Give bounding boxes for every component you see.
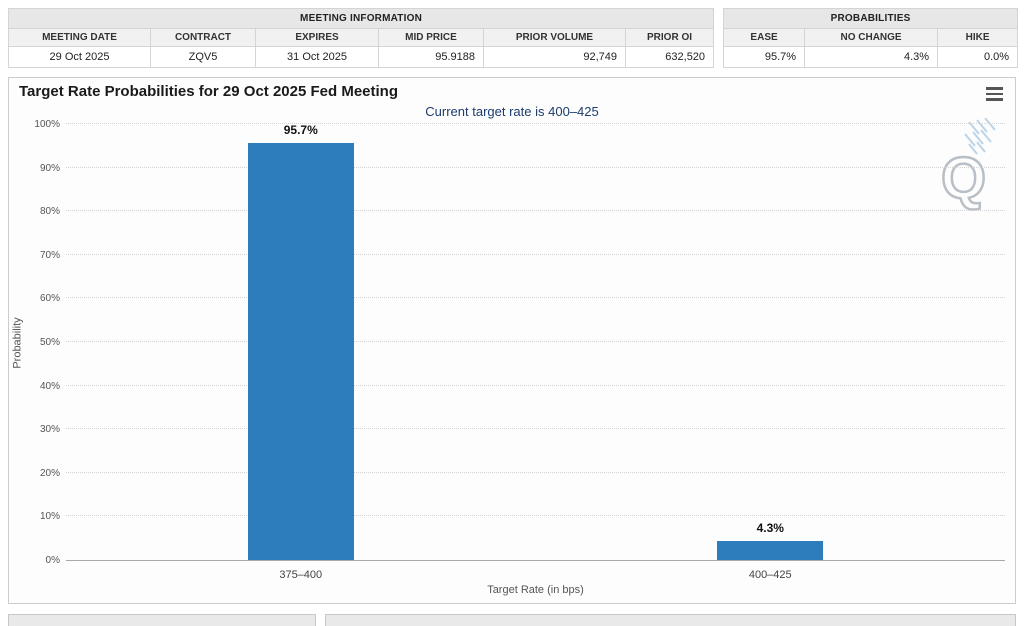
col-header-meeting-date: MEETING DATE bbox=[8, 28, 151, 47]
bar-value-label: 4.3% bbox=[756, 521, 784, 536]
col-header-no-change: NO CHANGE bbox=[804, 28, 939, 47]
gridline bbox=[66, 471, 1005, 473]
y-axis-tick-label: 70% bbox=[39, 249, 60, 261]
probabilities-title: PROBABILITIES bbox=[723, 8, 1019, 29]
svg-text:Q: Q bbox=[941, 146, 986, 211]
meeting-info-table: MEETING INFORMATION MEETING DATE CONTRAC… bbox=[7, 8, 715, 68]
y-axis-tick-label: 100% bbox=[34, 119, 60, 130]
y-axis-tick-label: 60% bbox=[39, 293, 60, 305]
col-header-prior-oi: PRIOR OI bbox=[624, 28, 715, 47]
category-slot: 4.3% 400–425 bbox=[536, 124, 1006, 581]
x-axis-tick-label: 400–425 bbox=[748, 569, 792, 581]
gridline bbox=[66, 515, 1005, 517]
gridline bbox=[66, 428, 1005, 430]
meeting-info-title: MEETING INFORMATION bbox=[7, 8, 715, 29]
probability-bar-400–425[interactable] bbox=[717, 541, 824, 560]
y-axis-tick-label: 20% bbox=[39, 467, 60, 479]
col-header-mid-price: MID PRICE bbox=[378, 28, 484, 47]
quikstrike-logo-watermark: Q bbox=[935, 117, 999, 219]
y-axis-tick-label: 40% bbox=[39, 380, 60, 392]
cell-ease: 95.7% bbox=[723, 46, 806, 68]
col-header-ease: EASE bbox=[723, 28, 806, 47]
probabilities-table: PROBABILITIES EASE NO CHANGE HIKE 95.7% … bbox=[723, 8, 1019, 68]
cell-hike: 0.0% bbox=[937, 46, 1019, 68]
cell-prior-volume: 92,749 bbox=[483, 46, 626, 68]
plot-area: 0% 10% 20% 30% 40% 50% 60% 70% 80% 90% 100% 95.7% 37… bbox=[34, 119, 1006, 581]
chart-context-menu-icon[interactable] bbox=[986, 87, 1003, 104]
y-axis-tick-label: 50% bbox=[39, 337, 60, 348]
x-axis-title: Target Rate (in bps) bbox=[487, 584, 584, 596]
meeting-info-row: 29 Oct 2025 ZQV5 31 Oct 2025 95.9188 92,… bbox=[8, 46, 715, 68]
bar-value-label: 95.7% bbox=[283, 122, 318, 137]
y-axis-tick-label: 10% bbox=[39, 511, 60, 523]
gridline bbox=[66, 297, 1005, 299]
gridline bbox=[66, 341, 1005, 342]
cell-prior-oi: 632,520 bbox=[624, 46, 715, 68]
bottom-left-panel-header bbox=[8, 614, 316, 626]
chart-title: Target Rate Probabilities for 29 Oct 202… bbox=[19, 83, 398, 100]
summary-tables: MEETING INFORMATION MEETING DATE CONTRAC… bbox=[7, 8, 1019, 68]
gridline bbox=[66, 253, 1005, 255]
y-axis-tick-label: 90% bbox=[39, 162, 60, 174]
cell-contract: ZQV5 bbox=[150, 46, 256, 68]
probabilities-row: 95.7% 4.3% 0.0% bbox=[723, 46, 1019, 68]
chart-subtitle: Current target rate is 400–425 bbox=[425, 104, 599, 119]
gridline bbox=[66, 123, 1005, 124]
col-header-prior-volume: PRIOR VOLUME bbox=[483, 28, 626, 47]
gridline bbox=[66, 166, 1005, 168]
y-axis-tick-label: 30% bbox=[39, 424, 60, 436]
category-slot: 95.7% 375–400 bbox=[66, 122, 536, 581]
cell-no-change: 4.3% bbox=[804, 46, 939, 68]
col-header-hike: HIKE bbox=[937, 28, 1019, 47]
x-axis-tick-label: 375–400 bbox=[279, 569, 323, 581]
cell-expires: 31 Oct 2025 bbox=[255, 46, 379, 68]
y-axis-tick-label: 0% bbox=[45, 555, 60, 566]
col-header-expires: EXPIRES bbox=[255, 28, 379, 47]
cell-mid-price: 95.9188 bbox=[378, 46, 484, 68]
bottom-right-panel-header bbox=[325, 614, 1016, 626]
gridline bbox=[66, 384, 1005, 386]
gridline bbox=[66, 210, 1005, 212]
cell-meeting-date: 29 Oct 2025 bbox=[8, 46, 151, 68]
probability-bar-375–400[interactable] bbox=[247, 142, 354, 560]
y-axis-tick-label: 80% bbox=[39, 206, 60, 218]
target-rate-chart-panel: Target Rate Probabilities for 29 Oct 202… bbox=[8, 77, 1016, 604]
col-header-contract: CONTRACT bbox=[150, 28, 256, 47]
lower-panels bbox=[8, 614, 1016, 626]
